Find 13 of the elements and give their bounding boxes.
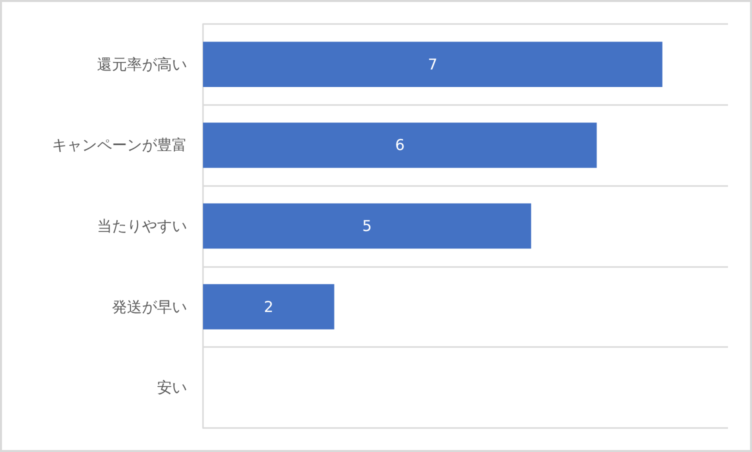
y-tick-label: 発送が早い	[112, 298, 187, 316]
bar	[203, 203, 532, 249]
y-tick-label: 還元率が高い	[97, 55, 187, 74]
bar	[203, 284, 334, 330]
data-label: 2	[264, 298, 274, 316]
y-tick-label: 安い	[157, 378, 187, 397]
data-label: 5	[362, 217, 372, 235]
data-label: 6	[395, 136, 405, 154]
y-tick-label: キャンペーンが豊富	[52, 136, 187, 154]
data-label: 7	[428, 55, 438, 74]
bar	[203, 42, 662, 88]
y-tick-label: 当たりやすい	[97, 217, 187, 235]
bar	[203, 122, 597, 168]
